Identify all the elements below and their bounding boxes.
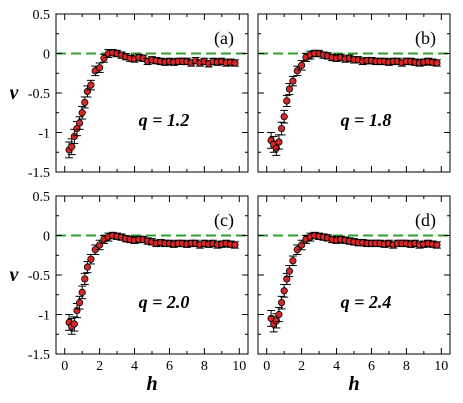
panel-2: 0 2 4 6 8 10 -1.5 -1 -0.5 0 0.5 ν h (c) q = 2.0 xyxy=(10,190,249,395)
x-tick-label: 6 xyxy=(368,359,375,374)
panel-0: -1.5 -1 -0.5 0 0.5 ν (a) q = 1.2 xyxy=(10,8,249,181)
y-axis-label: ν xyxy=(10,82,20,104)
x-tick-label: 6 xyxy=(166,359,173,374)
y-tick-label: 0 xyxy=(43,230,50,245)
y-tick-label: 0 xyxy=(43,48,50,63)
data-point xyxy=(298,241,306,249)
data-point xyxy=(277,124,286,133)
data-point xyxy=(272,144,280,152)
data-point xyxy=(78,288,86,296)
panel-3: 0 2 4 6 8 10 h (d) q = 2.4 xyxy=(257,195,451,395)
x-tick-label: 10 xyxy=(232,359,246,374)
panel-q-annotation: q = 2.0 xyxy=(139,292,190,312)
data-point xyxy=(283,275,291,283)
data-point xyxy=(231,241,239,249)
data-point xyxy=(75,119,84,127)
panel-letter: (a) xyxy=(214,28,234,49)
data-point xyxy=(280,287,288,295)
data-point xyxy=(96,241,104,249)
panel-q-annotation: q = 1.2 xyxy=(139,110,190,130)
y-axis-label: ν xyxy=(10,264,20,286)
x-tick-label: 0 xyxy=(61,359,68,374)
x-tick-label: 2 xyxy=(298,359,305,374)
data-point xyxy=(231,59,239,67)
x-tick-label: 8 xyxy=(201,359,208,374)
y-tick-label: -1 xyxy=(38,309,50,324)
panel-1: (b) q = 1.8 xyxy=(257,13,451,173)
data-point xyxy=(289,77,297,85)
data-point xyxy=(70,320,78,328)
data-point xyxy=(293,67,301,75)
data-point xyxy=(83,263,92,271)
x-tick-label: 2 xyxy=(96,359,103,374)
panel-letter: (b) xyxy=(415,28,436,49)
panel-letter: (d) xyxy=(415,210,436,231)
y-tick-label: -1.5 xyxy=(28,348,50,363)
x-tick-label: 10 xyxy=(434,359,448,374)
panel-letter: (c) xyxy=(214,210,234,231)
data-point xyxy=(280,113,288,121)
data-point xyxy=(285,267,294,275)
data-point xyxy=(433,241,441,249)
x-tick-label: 4 xyxy=(333,359,340,374)
data-point xyxy=(283,97,291,105)
data-point xyxy=(70,132,78,141)
y-tick-label: -1.5 xyxy=(28,166,50,181)
data-point xyxy=(289,257,297,265)
data-point xyxy=(81,98,89,107)
panel-q-annotation: q = 2.4 xyxy=(341,292,392,312)
y-tick-label: -1 xyxy=(38,127,50,142)
x-axis-label: h xyxy=(348,373,359,395)
data-point xyxy=(87,81,95,89)
data-point xyxy=(78,109,86,117)
data-point xyxy=(433,59,441,67)
x-tick-label: 8 xyxy=(403,359,410,374)
y-tick-label: 0.5 xyxy=(33,190,51,205)
data-point xyxy=(75,299,84,307)
y-tick-label: -0.5 xyxy=(28,87,50,102)
data-point xyxy=(298,61,306,69)
data-point xyxy=(87,255,95,263)
data-point xyxy=(81,275,89,283)
data-point xyxy=(275,138,283,146)
data-point xyxy=(275,310,283,319)
data-point xyxy=(277,299,286,307)
panel-q-annotation: q = 1.8 xyxy=(341,110,392,130)
data-point xyxy=(285,85,294,93)
data-point xyxy=(96,64,104,72)
x-tick-label: 4 xyxy=(131,359,138,374)
data-point xyxy=(68,143,76,151)
data-point xyxy=(100,54,108,62)
x-tick-label: 0 xyxy=(263,359,270,374)
data-point xyxy=(83,87,92,96)
y-tick-label: -0.5 xyxy=(28,269,50,284)
y-tick-label: 0.5 xyxy=(33,8,51,23)
x-axis-label: h xyxy=(146,373,157,395)
data-point xyxy=(272,317,280,325)
